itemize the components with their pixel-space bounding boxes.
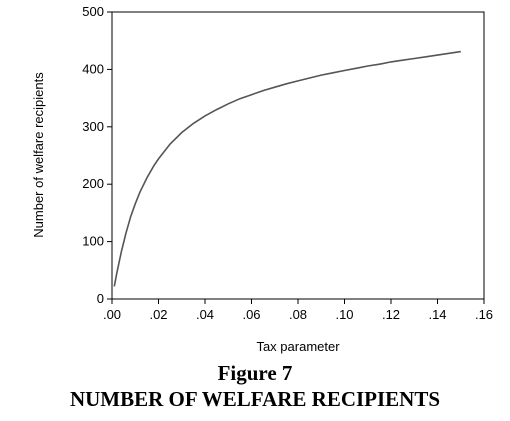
y-axis: 0 100 200 300 400 500 — [82, 4, 112, 306]
y-tick-label: 500 — [82, 4, 104, 19]
x-tick-label: .04 — [196, 307, 214, 322]
y-tick-label: 100 — [82, 234, 104, 249]
figure-title: NUMBER OF WELFARE RECIPIENTS — [69, 387, 441, 411]
y-tick-label: 0 — [97, 291, 104, 306]
x-tick-label: .06 — [242, 307, 260, 322]
x-tick-label: .08 — [289, 307, 307, 322]
x-tick-label: .12 — [382, 307, 400, 322]
x-tick-label: .02 — [149, 307, 167, 322]
x-axis: .00 .02 .04 .06 .08 .10 .12 .14 .16 — [103, 299, 493, 322]
figure-number: Figure 7 — [217, 361, 293, 385]
x-tick-label: .00 — [103, 307, 121, 322]
line-chart: .00 .02 .04 .06 .08 .10 .12 .14 .16 0 100 200 300 40… — [31, 4, 493, 354]
y-axis-label: Number of welfare recipients — [31, 72, 46, 238]
x-tick-label: .10 — [335, 307, 353, 322]
y-tick-label: 400 — [82, 61, 104, 76]
x-tick-label: .16 — [475, 307, 493, 322]
x-tick-label: .14 — [428, 307, 446, 322]
series-line — [113, 50, 461, 287]
plot-frame — [111, 11, 485, 300]
y-tick-label: 200 — [82, 176, 104, 191]
x-axis-label: Tax parameter — [256, 339, 340, 354]
y-tick-label: 300 — [82, 119, 104, 134]
